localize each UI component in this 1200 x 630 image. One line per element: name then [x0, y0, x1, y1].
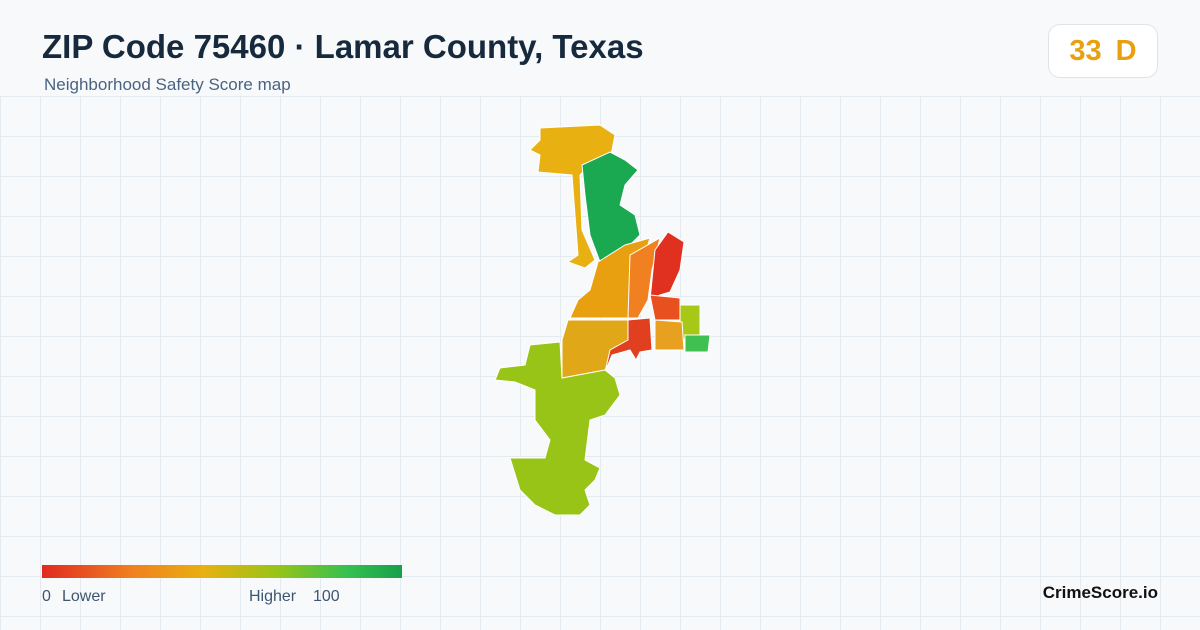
region — [684, 334, 711, 353]
region — [649, 294, 681, 321]
region — [604, 317, 653, 373]
grade: D — [1115, 34, 1137, 67]
region — [627, 236, 661, 319]
score-badge: 33 D — [1048, 24, 1158, 78]
region — [494, 341, 621, 516]
legend-max: 100 — [313, 588, 340, 605]
brand: CrimeScore.io — [1042, 583, 1158, 602]
subtitle: Neighborhood Safety Score map — [44, 75, 291, 94]
legend-min-label: Lower — [62, 588, 106, 605]
region — [654, 319, 685, 351]
region — [581, 151, 641, 263]
title: ZIP Code 75460 · Lamar County, Texas — [42, 28, 644, 65]
score: 33 — [1069, 34, 1102, 67]
legend-min: 0 — [42, 588, 51, 605]
legend-max-label: Higher — [249, 588, 297, 605]
legend-gradient — [42, 565, 402, 578]
